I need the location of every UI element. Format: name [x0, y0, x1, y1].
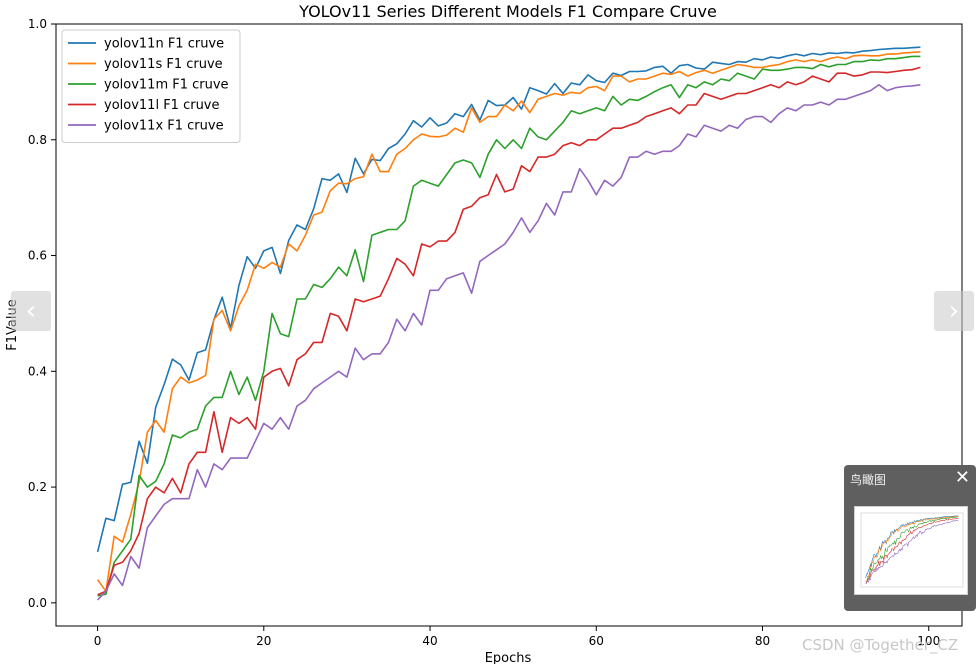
legend-label: yolov11x F1 cruve — [104, 119, 224, 134]
legend-label: yolov11s F1 cruve — [104, 57, 223, 72]
y-tick-label: 0.2 — [28, 480, 47, 494]
legend-label: yolov11l F1 cruve — [104, 98, 220, 113]
overview-title: 鸟瞰图 — [850, 473, 887, 487]
series-line-2 — [97, 55, 921, 597]
axis-ticks: 0 20 40 60 80 100 0.0 0.2 0.4 0.6 0.8 1.0 — [28, 17, 940, 648]
chart-legend: yolov11n F1 cruve yolov11s F1 cruve yolov1… — [61, 29, 241, 143]
series-line-1 — [96, 51, 921, 593]
next-image-button[interactable]: › — [934, 291, 974, 331]
series-line-3 — [97, 66, 921, 596]
y-tick-label: 0.4 — [28, 364, 47, 378]
x-tick-label: 60 — [589, 634, 604, 648]
legend-label: yolov11m F1 cruve — [104, 78, 229, 93]
x-axis-label: Epochs — [485, 651, 532, 664]
watermark: CSDN @Together_CZ — [802, 636, 959, 654]
previous-image-button[interactable]: ‹ — [11, 291, 51, 331]
y-tick-label: 0.6 — [28, 249, 47, 263]
x-tick-label: 20 — [256, 634, 271, 648]
series-line-4 — [97, 84, 921, 601]
y-tick-label: 1.0 — [28, 17, 47, 31]
x-tick-label: 40 — [422, 634, 437, 648]
x-tick-label: 80 — [755, 634, 770, 648]
y-tick-label: 0.0 — [28, 596, 47, 610]
overview-panel: 鸟瞰图 ✕ — [844, 465, 976, 611]
legend-label: yolov11n F1 cruve — [104, 37, 224, 52]
y-tick-label: 0.8 — [28, 133, 47, 147]
chart-title: YOLOv11 Series Different Models F1 Compa… — [298, 2, 717, 21]
legend-box — [61, 29, 241, 143]
x-tick-label: 0 — [94, 634, 102, 648]
x-tick-label: 100 — [917, 634, 940, 648]
series-lines — [96, 46, 921, 601]
overview-thumbnail[interactable] — [854, 506, 968, 595]
overview-close-icon[interactable]: ✕ — [954, 467, 970, 488]
series-line-0 — [96, 46, 921, 553]
